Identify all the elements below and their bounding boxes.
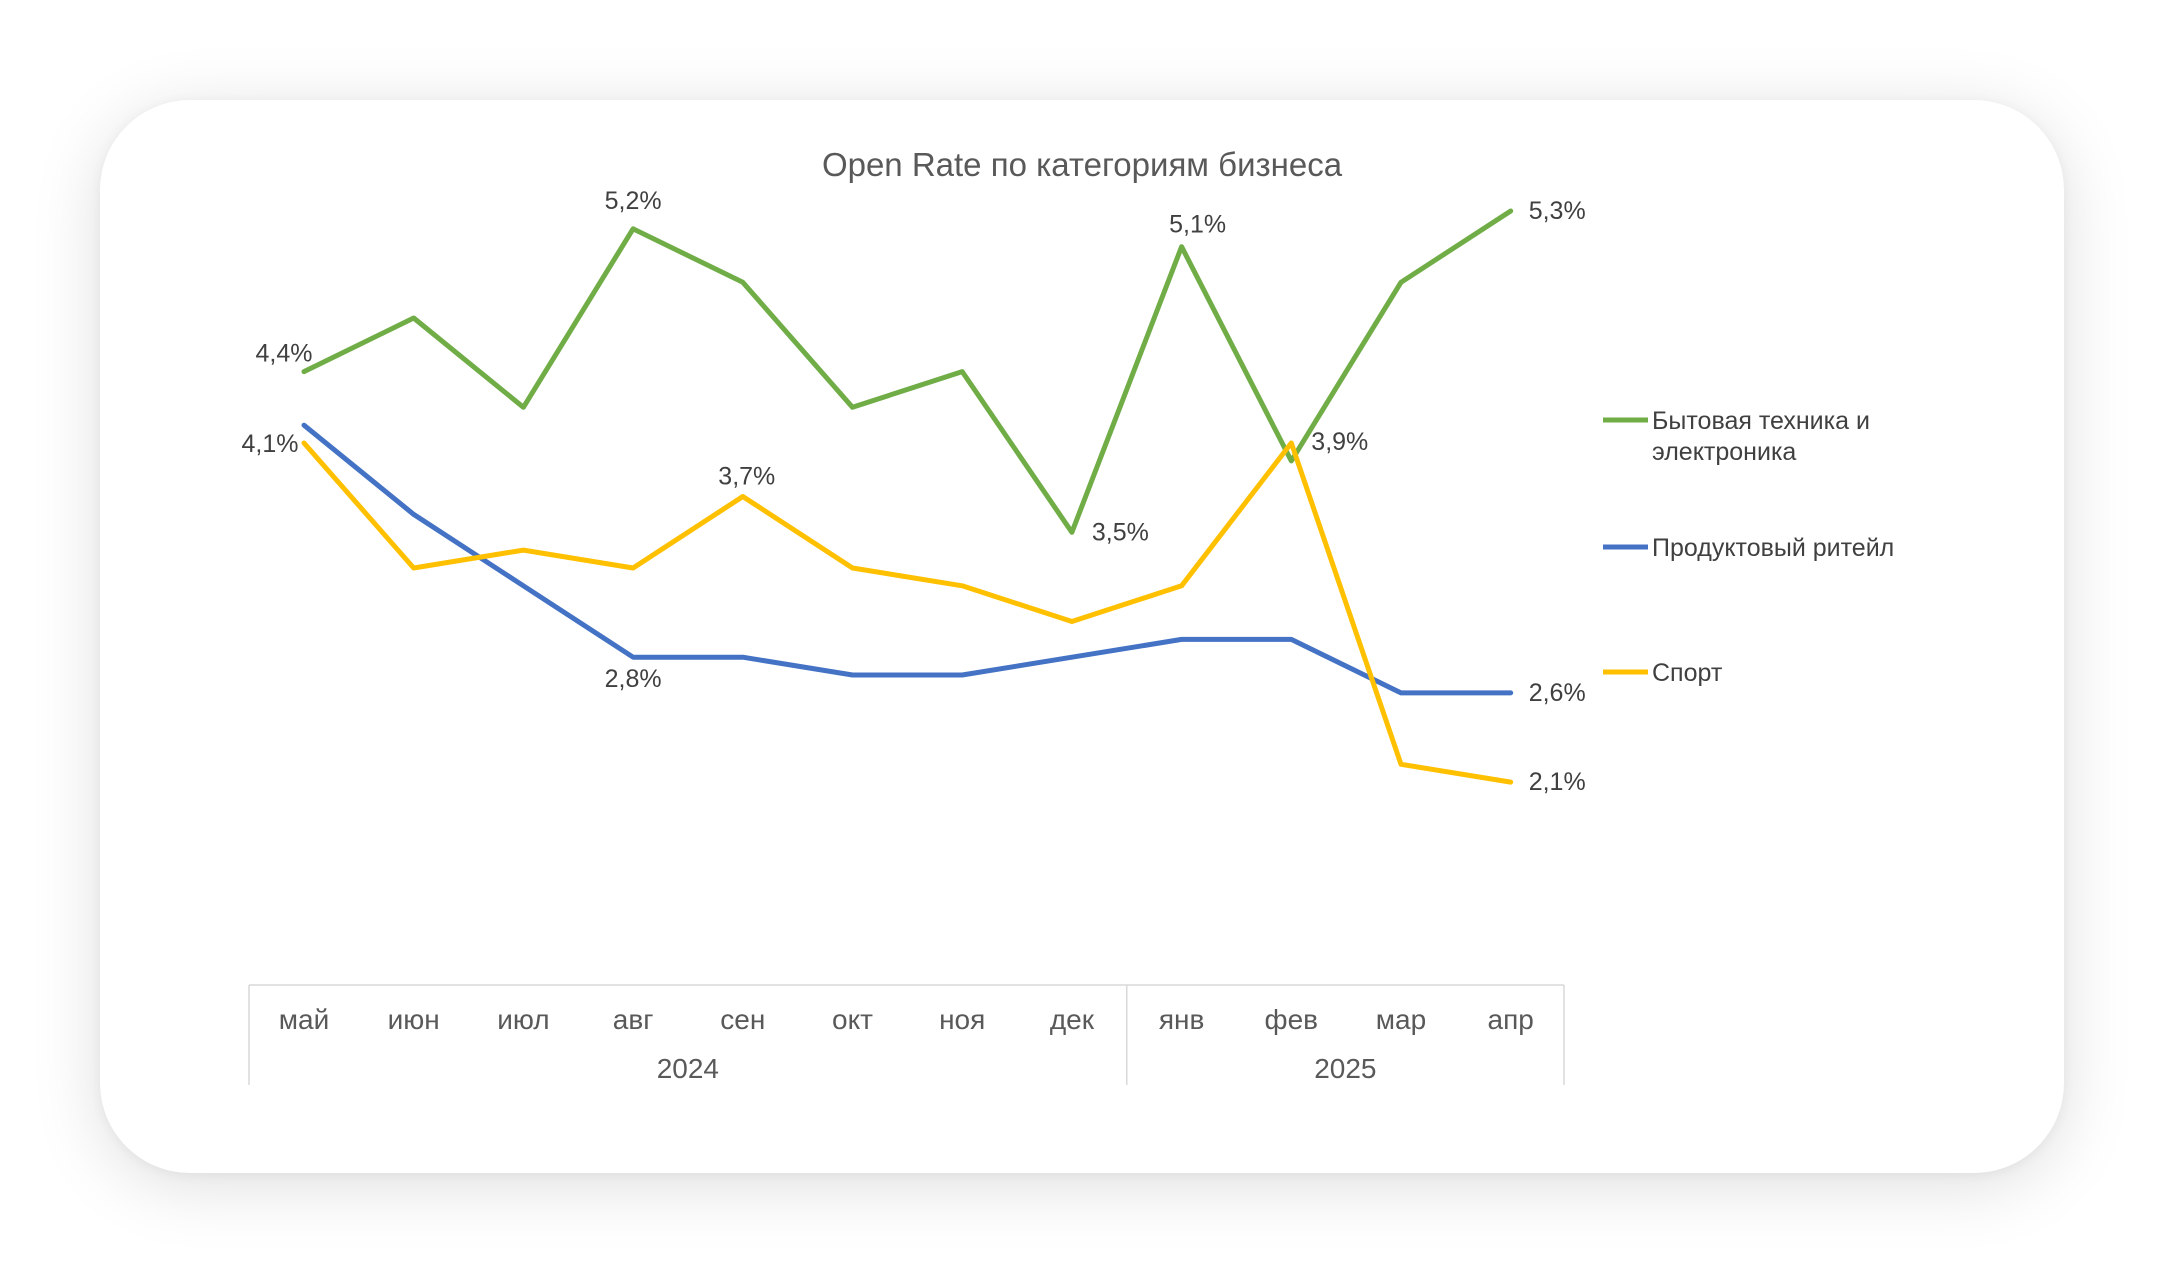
data-label: 3,5% [1092, 518, 1149, 546]
x-group-label: 2024 [657, 1053, 719, 1084]
series-line [301, 208, 1514, 535]
x-tick-label: апр [1488, 1004, 1534, 1035]
chart-card [100, 100, 2064, 1173]
data-label: 2,6% [1529, 679, 1586, 707]
legend-label-line: электроника [1652, 438, 1796, 466]
series-layer [301, 208, 1514, 785]
data-labels: 4,4% 5,2% 3,5% 5,1% 5,3% 2,8% 2,6% 4,1% 3,7% 3,9%… [242, 187, 1586, 796]
chart-title: Open Rate по категориям бизнеса [822, 146, 1343, 183]
legend-label: Бытовая техника и электроника [1652, 407, 1870, 466]
data-label: 2,8% [605, 665, 662, 693]
x-tick-label: дек [1050, 1004, 1095, 1035]
data-label: 4,1% [242, 430, 299, 458]
x-tick-label: май [279, 1004, 329, 1035]
x-tick-label: окт [832, 1004, 873, 1035]
category-axis: май июн июл авг сен окт ноя дек янв фев мар апр 2024… [248, 984, 1565, 1085]
legend-label-line: Бытовая техника и [1652, 407, 1870, 435]
data-label: 2,1% [1529, 768, 1586, 796]
legend-label: Спорт [1652, 659, 1723, 687]
data-label: 5,3% [1529, 197, 1586, 225]
series-line [301, 440, 1514, 785]
data-label: 3,9% [1311, 428, 1368, 456]
x-tick-label: фев [1265, 1004, 1318, 1035]
x-tick-label: июл [497, 1004, 549, 1035]
x-tick-label: июн [388, 1004, 440, 1035]
data-label: 5,1% [1169, 211, 1226, 239]
x-tick-label: сен [720, 1004, 765, 1035]
legend-label-line: Продуктовый ритейл [1652, 534, 1894, 562]
x-tick-label: янв [1159, 1004, 1205, 1035]
data-label: 3,7% [718, 463, 775, 491]
data-label: 5,2% [605, 187, 662, 215]
x-tick-label: ноя [939, 1004, 985, 1035]
x-tick-label: авг [613, 1004, 654, 1035]
legend-label: Продуктовый ритейл [1652, 534, 1894, 562]
legend-label-line: Спорт [1652, 659, 1723, 687]
x-group-label: 2025 [1314, 1053, 1376, 1084]
x-tick-label: мар [1376, 1004, 1426, 1035]
series-line [301, 422, 1514, 696]
data-label: 4,4% [256, 340, 313, 368]
legend: Бытовая техника и электроника Продуктовый … [1603, 407, 1894, 687]
